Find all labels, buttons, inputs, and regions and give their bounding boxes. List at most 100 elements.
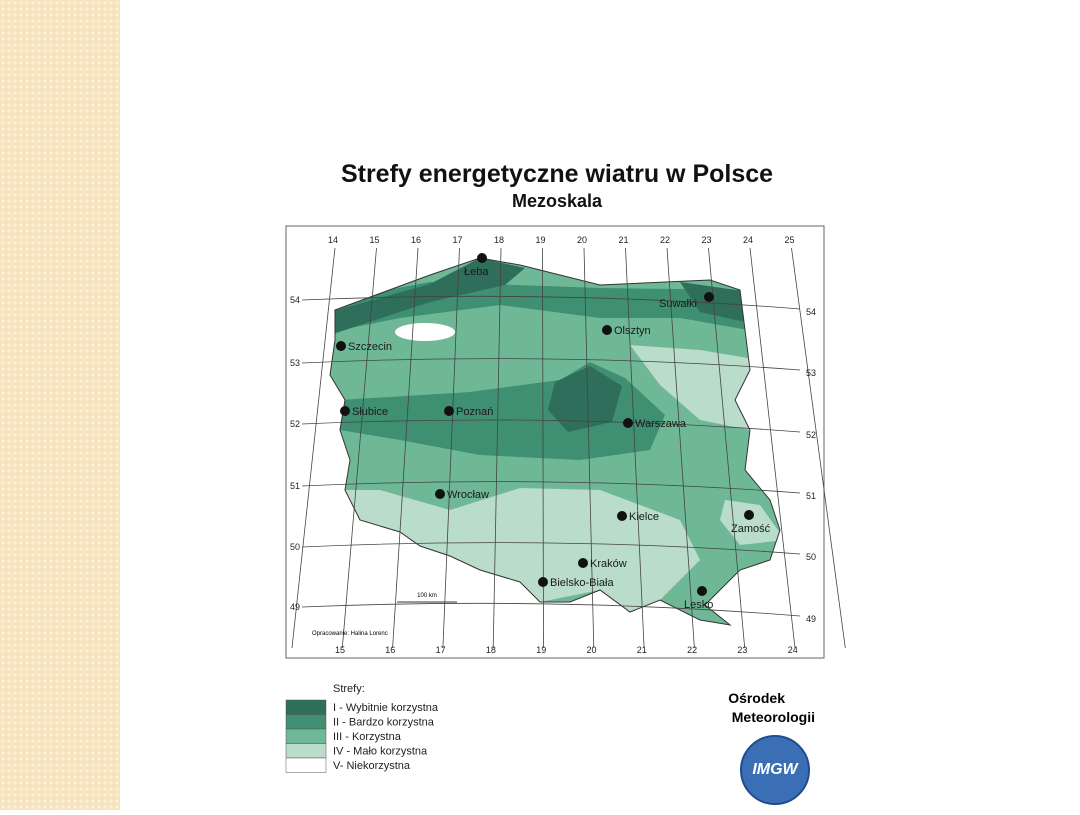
- legend-swatch: [285, 714, 327, 730]
- lat-label: 54: [806, 307, 816, 317]
- lon-label: 18: [494, 235, 504, 245]
- city-dot: [602, 325, 612, 335]
- legend-label: V- Niekorzystna: [333, 760, 411, 772]
- lon-label: 20: [586, 645, 596, 655]
- lon-label: 21: [637, 645, 647, 655]
- legend-label: I - Wybitnie korzystna: [333, 702, 439, 714]
- city-dot: [617, 511, 627, 521]
- city-dot: [704, 292, 714, 302]
- legend-label: III - Korzystna: [333, 731, 402, 743]
- lon-label: 22: [687, 645, 697, 655]
- lat-label: 50: [290, 542, 300, 552]
- institution: Meteorologii: [732, 709, 815, 725]
- institution: Ośrodek: [728, 690, 785, 706]
- city-dot: [444, 406, 454, 416]
- lat-label: 53: [290, 358, 300, 368]
- lat-label: 49: [806, 614, 816, 624]
- lon-label: 16: [411, 235, 421, 245]
- city-dot: [578, 558, 588, 568]
- city-label: Zamość: [731, 523, 771, 535]
- city-label: Słubice: [352, 406, 388, 418]
- meridian: [708, 247, 746, 649]
- city-dot: [340, 406, 350, 416]
- lat-label: 54: [290, 295, 300, 305]
- legend-swatch: [285, 743, 327, 759]
- lat-label: 50: [806, 552, 816, 562]
- parallel: [301, 481, 801, 494]
- lon-label: 19: [535, 235, 545, 245]
- credit: Opracowanie: Halina Lorenc: [312, 631, 388, 637]
- city-label: Suwałki: [659, 298, 697, 310]
- subtitle: Mezoskala: [512, 191, 603, 211]
- graticule: [291, 247, 846, 649]
- city-dot: [435, 489, 445, 499]
- city-label: Olsztyn: [614, 325, 651, 337]
- legend-title: Strefy:: [333, 683, 365, 695]
- logo-text: IMGW: [752, 761, 799, 778]
- lat-label: 51: [290, 481, 300, 491]
- meridian: [791, 247, 846, 649]
- lon-label: 16: [385, 645, 395, 655]
- city-label: Wrocław: [447, 489, 489, 501]
- parallel: [301, 542, 801, 555]
- lon-label: 17: [436, 645, 446, 655]
- lon-label: 21: [618, 235, 628, 245]
- lat-label: 49: [290, 602, 300, 612]
- meridian: [291, 247, 336, 649]
- city-label: Szczecin: [348, 341, 392, 353]
- lat-label: 53: [806, 368, 816, 378]
- city-label: Bielsko-Biała: [550, 577, 614, 589]
- lon-label: 19: [536, 645, 546, 655]
- meridian: [583, 247, 595, 649]
- city-dot: [477, 253, 487, 263]
- lon-label: 15: [369, 235, 379, 245]
- lon-label: 20: [577, 235, 587, 245]
- legend-swatch: [285, 757, 327, 773]
- meridian: [392, 247, 419, 649]
- lon-label: 14: [328, 235, 338, 245]
- city-label: Warszawa: [635, 418, 687, 430]
- meridian: [341, 247, 377, 649]
- lat-label: 51: [806, 491, 816, 501]
- city-dot: [697, 586, 707, 596]
- lon-label: 23: [701, 235, 711, 245]
- legend-swatch: [285, 728, 327, 744]
- parallel: [301, 295, 801, 310]
- city-dot: [744, 510, 754, 520]
- city-dot: [623, 418, 633, 428]
- legend-swatch: [285, 699, 327, 715]
- city-label: Kraków: [590, 558, 627, 570]
- lon-label: 22: [660, 235, 670, 245]
- meridian: [625, 247, 645, 649]
- legend-label: II - Bardzo korzystna: [333, 717, 435, 729]
- city-dot: [538, 577, 548, 587]
- scale-label: 100 km: [417, 593, 437, 599]
- title: Strefy energetyczne wiatru w Polsce: [341, 160, 773, 188]
- legend-label: IV - Mało korzystna: [333, 746, 428, 758]
- lon-label: 17: [452, 235, 462, 245]
- lon-label: 25: [784, 235, 794, 245]
- lat-label: 52: [290, 419, 300, 429]
- logo: [740, 735, 810, 805]
- side-strip: [0, 0, 120, 810]
- lon-label: 15: [335, 645, 345, 655]
- lon-label: 24: [788, 645, 798, 655]
- city-label: Poznań: [456, 406, 493, 418]
- parallel: [301, 602, 801, 617]
- lat-label: 52: [806, 430, 816, 440]
- parallel: [301, 358, 801, 371]
- parallel: [301, 419, 801, 433]
- meridian: [666, 247, 695, 649]
- lon-label: 24: [743, 235, 753, 245]
- meridian: [749, 247, 796, 649]
- city-dot: [336, 341, 346, 351]
- meridian: [492, 247, 502, 649]
- lon-label: 18: [486, 645, 496, 655]
- city-label: Lesko: [684, 599, 713, 611]
- city-label: Kielce: [629, 511, 659, 523]
- city-label: Łeba: [464, 266, 489, 278]
- lon-label: 23: [737, 645, 747, 655]
- meridian: [442, 247, 460, 649]
